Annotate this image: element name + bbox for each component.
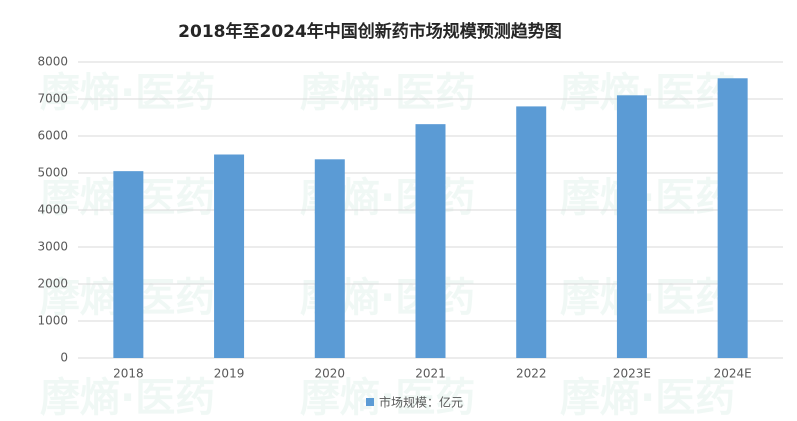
y-tick-label: 0	[60, 351, 68, 365]
bar	[214, 154, 245, 358]
watermark: 摩熵·医药	[40, 70, 215, 116]
watermark: 摩熵·医药	[560, 375, 735, 421]
bar	[516, 106, 547, 359]
y-tick-label: 5000	[37, 166, 68, 180]
watermark: 摩熵·医药	[560, 275, 735, 321]
legend-label: 市场规模：亿元	[379, 395, 463, 410]
watermark: 摩熵·医药	[560, 70, 735, 116]
chart-title: 2018年至2024年中国创新药市场规模预测趋势图	[178, 21, 562, 42]
x-tick-label: 2022	[516, 367, 547, 381]
y-tick-label: 6000	[37, 129, 68, 143]
x-tick-label: 2021	[415, 367, 446, 381]
legend-swatch	[366, 398, 374, 406]
watermark: 摩熵·医药	[40, 375, 215, 421]
x-tick-label: 2020	[315, 367, 346, 381]
x-tick-label: 2019	[214, 367, 245, 381]
bar	[616, 95, 647, 359]
bar	[717, 78, 748, 358]
y-tick-label: 3000	[37, 240, 68, 254]
y-tick-label: 2000	[37, 277, 68, 291]
bar	[314, 159, 345, 358]
watermark: 摩熵·医药	[300, 70, 475, 116]
x-tick-label: 2018	[113, 367, 144, 381]
bar	[415, 124, 446, 358]
x-tick-label: 2024E	[714, 367, 752, 381]
y-tick-label: 7000	[37, 92, 68, 106]
y-tick-label: 1000	[37, 314, 68, 328]
watermark: 摩熵·医药	[560, 175, 735, 221]
x-tick-label: 2023E	[613, 367, 651, 381]
bar	[113, 171, 144, 358]
y-tick-label: 8000	[37, 55, 68, 69]
y-tick-label: 4000	[37, 203, 68, 217]
watermark: 摩熵·医药	[300, 375, 475, 421]
